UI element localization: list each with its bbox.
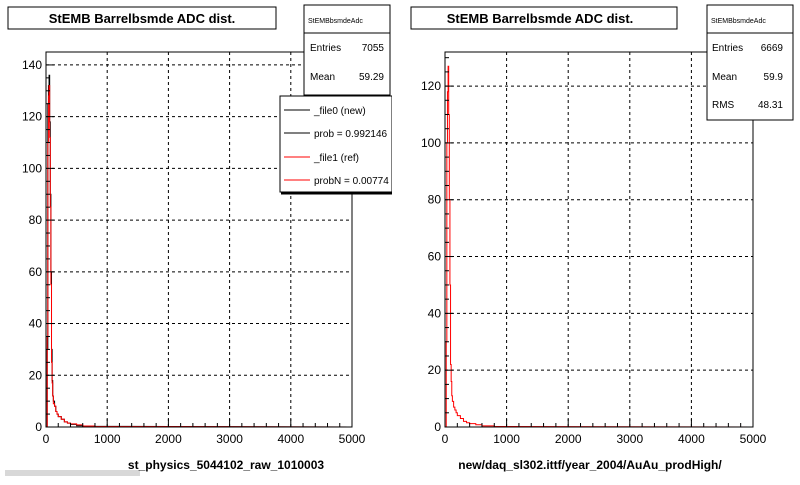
x-tick-label: 1000 bbox=[94, 432, 121, 446]
right-plot-frame bbox=[444, 51, 754, 428]
panel-gap bbox=[392, 0, 402, 480]
y-tick-label: 20 bbox=[29, 368, 43, 382]
left-stats-entries-label: Entries bbox=[310, 43, 341, 54]
left-title-box: StEMB Barrelbsmde ADC dist. bbox=[7, 6, 277, 30]
y-tick-label: 80 bbox=[29, 213, 43, 227]
x-tick-label: 2000 bbox=[555, 432, 582, 446]
y-tick-label: 140 bbox=[22, 58, 42, 72]
x-tick-label: 1000 bbox=[493, 432, 520, 446]
legend-label-prob: prob = 0.992146 bbox=[314, 129, 388, 140]
right-x-axis-label: new/daq_sl302.ittf/year_2004/AuAu_prodHi… bbox=[458, 458, 722, 472]
y-tick-label: 0 bbox=[35, 420, 42, 434]
left-x-axis: 0 1000 2000 3000 4000 5000 bbox=[43, 419, 366, 446]
x-tick-label: 5000 bbox=[339, 432, 366, 446]
x-tick-label: 0 bbox=[43, 432, 50, 446]
right-x-axis: 0 1000 2000 3000 4000 5000 bbox=[442, 419, 767, 446]
x-tick-label: 5000 bbox=[740, 432, 767, 446]
right-stats-entries-value: 6669 bbox=[761, 43, 784, 54]
left-y-axis: 0 20 40 60 80 100 120 140 bbox=[22, 51, 54, 434]
left-stats-mean-label: Mean bbox=[310, 72, 335, 83]
right-stats-rms-value: 48.31 bbox=[758, 100, 783, 111]
y-tick-label: 80 bbox=[428, 193, 442, 207]
x-tick-label: 4000 bbox=[678, 432, 705, 446]
x-tick-label: 3000 bbox=[216, 432, 243, 446]
left-stats-box: StEMBbsmdeAdc Entries 7055 Mean 59.29 bbox=[303, 4, 391, 96]
left-legend: _file0 (new) prob = 0.992146 _file1 (ref… bbox=[279, 95, 393, 195]
left-stats-name: StEMBbsmdeAdc bbox=[308, 18, 363, 25]
left-stats-entries-value: 7055 bbox=[362, 43, 385, 54]
x-tick-label: 4000 bbox=[277, 432, 304, 446]
left-plot-frame bbox=[45, 51, 353, 428]
legend-entry-prob: prob = 0.992146 bbox=[284, 129, 388, 140]
x-tick-label: 3000 bbox=[616, 432, 643, 446]
left-title: StEMB Barrelbsmde ADC dist. bbox=[49, 11, 236, 26]
y-tick-label: 40 bbox=[428, 306, 442, 320]
right-panel: 0 1000 2000 3000 4000 5000 0 20 40 60 80 100 120 St… bbox=[410, 4, 794, 472]
left-stats-mean-value: 59.29 bbox=[359, 72, 384, 83]
right-gridlines bbox=[445, 52, 753, 427]
right-stats-box: StEMBbsmdeAdc Entries 6669 Mean 59.9 RMS… bbox=[706, 4, 794, 121]
legend-label-file0: _file0 (new) bbox=[313, 106, 366, 117]
right-stats-rms-label: RMS bbox=[712, 100, 735, 111]
left-panel: 0 1000 2000 3000 4000 5000 0 20 40 60 80 100 120 140… bbox=[7, 4, 393, 472]
legend-entry-probn: probN = 0.00774 bbox=[284, 176, 389, 187]
left-x-axis-label: st_physics_5044102_raw_1010003 bbox=[128, 458, 324, 472]
right-stats-entries-label: Entries bbox=[712, 43, 743, 54]
legend-entry-file0: _file0 (new) bbox=[284, 106, 366, 117]
right-y-axis: 0 20 40 60 80 100 120 bbox=[421, 57, 453, 434]
right-stats-name: StEMBbsmdeAdc bbox=[711, 18, 766, 25]
y-tick-label: 120 bbox=[421, 79, 441, 93]
legend-label-probn: probN = 0.00774 bbox=[314, 176, 389, 187]
x-tick-label: 0 bbox=[442, 432, 449, 446]
y-tick-label: 120 bbox=[22, 110, 42, 124]
right-title-box: StEMB Barrelbsmde ADC dist. bbox=[410, 6, 678, 30]
footer-smudge bbox=[5, 470, 140, 476]
x-tick-label: 2000 bbox=[155, 432, 182, 446]
right-stats-mean-value: 59.9 bbox=[764, 72, 784, 83]
legend-label-file1: _file1 (ref) bbox=[313, 153, 359, 164]
y-tick-label: 0 bbox=[434, 420, 441, 434]
y-tick-label: 60 bbox=[29, 265, 43, 279]
legend-entry-file1: _file1 (ref) bbox=[284, 153, 359, 164]
y-tick-label: 20 bbox=[428, 363, 442, 377]
right-stats-mean-label: Mean bbox=[712, 72, 737, 83]
y-tick-label: 60 bbox=[428, 250, 442, 264]
y-tick-label: 100 bbox=[22, 161, 42, 175]
y-tick-label: 100 bbox=[421, 136, 441, 150]
right-title: StEMB Barrelbsmde ADC dist. bbox=[447, 11, 634, 26]
y-tick-label: 40 bbox=[29, 317, 43, 331]
